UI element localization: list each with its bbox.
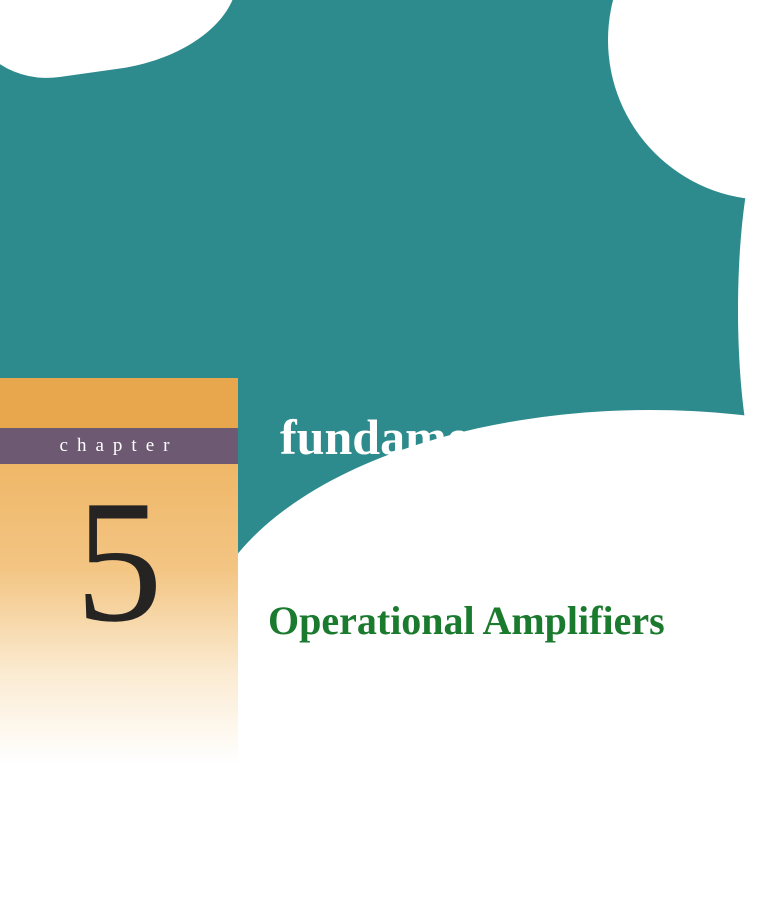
chapter-number: 5: [75, 474, 163, 649]
chapter-block: chapter 5: [0, 378, 238, 748]
chapter-label-bar: chapter: [0, 428, 238, 464]
decorative-curve-top-left: [0, 0, 248, 88]
book-title-line1: fundamentals of: [280, 400, 627, 475]
chapter-title: Operational Amplifiers: [268, 597, 665, 644]
chapter-opener-page: chapter 5 fundamentals of electric circu…: [0, 0, 768, 922]
book-title-line2: electric circuits: [280, 475, 627, 550]
book-title: fundamentals of electric circuits: [280, 400, 627, 550]
chapter-label: chapter: [60, 435, 179, 457]
chapter-number-panel: 5: [0, 464, 238, 764]
decorative-curve-top-right: [608, 0, 768, 200]
